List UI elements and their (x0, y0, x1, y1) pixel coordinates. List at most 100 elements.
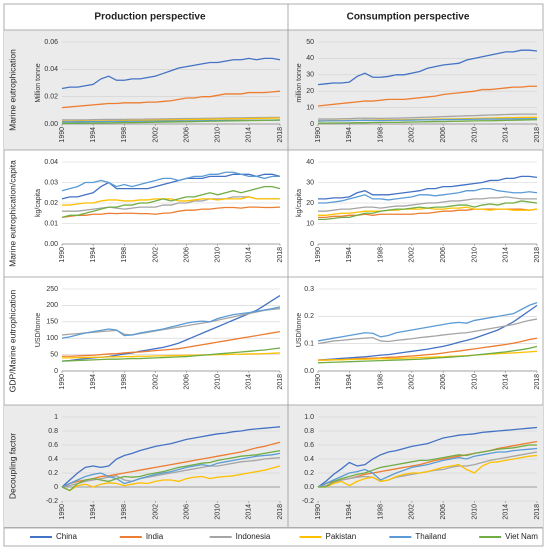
y-axis-label: USD/tonne (296, 313, 303, 347)
series-line (62, 352, 281, 359)
y-tick-label: 0.03 (44, 179, 58, 186)
y-tick-label: 0 (310, 241, 314, 248)
series-line (62, 116, 280, 121)
y-tick-label: 0.02 (44, 94, 58, 101)
x-tick-label: 2006 (440, 374, 447, 390)
x-tick-label: 2002 (409, 374, 416, 390)
x-tick-label: 1998 (121, 247, 128, 263)
x-tick-label: 1998 (377, 127, 384, 143)
x-tick-label: 2018 (277, 374, 284, 390)
x-tick-label: 1994 (346, 374, 353, 390)
y-tick-label: 0.04 (44, 66, 58, 73)
x-tick-label: 2010 (471, 504, 478, 520)
column-title: Consumption perspective (347, 12, 470, 23)
series-line (61, 90, 281, 109)
y-tick-label: 0.6 (48, 442, 58, 449)
x-tick-label: 2002 (409, 127, 416, 143)
x-tick-label: 1990 (315, 127, 322, 143)
x-tick-label: 1998 (377, 247, 384, 263)
x-tick-label: 2014 (503, 374, 510, 390)
legend-label: Thailand (415, 532, 446, 541)
column-title: Production perspective (94, 12, 206, 23)
x-tick-label: 2006 (183, 504, 190, 520)
y-tick-label: 1 (54, 414, 58, 421)
series-line (317, 426, 538, 488)
y-tick-label: 0 (310, 121, 314, 128)
x-tick-label: 2018 (534, 247, 541, 263)
y-axis-label: kg/capita (35, 189, 42, 217)
x-tick-label: 1998 (121, 127, 128, 143)
series-line (61, 185, 281, 218)
y-tick-label: 0.01 (44, 220, 58, 227)
x-tick-label: 2006 (440, 504, 447, 520)
y-tick-label: 0 (54, 484, 58, 491)
series-line (61, 206, 281, 218)
x-tick-label: 2014 (503, 247, 510, 263)
x-tick-label: 1998 (121, 504, 128, 520)
x-tick-label: 1994 (346, 504, 353, 520)
y-tick-label: 30 (306, 72, 314, 79)
y-tick-label: 0.4 (304, 456, 314, 463)
series-line (318, 454, 538, 488)
y-axis-label: million tonne (296, 63, 303, 102)
y-tick-label: 0.1 (304, 341, 314, 348)
y-tick-label: -0.2 (46, 498, 58, 505)
row-title: Marine eutrophication/capita (7, 160, 17, 267)
x-tick-label: 1994 (346, 247, 353, 263)
series-line (317, 85, 537, 107)
x-tick-label: 2010 (471, 374, 478, 390)
y-tick-label: 200 (46, 302, 58, 309)
x-tick-label: 2002 (409, 247, 416, 263)
x-tick-label: 1994 (346, 127, 353, 143)
y-tick-label: 0 (54, 368, 58, 375)
series-line (61, 308, 281, 336)
y-tick-label: 50 (306, 39, 314, 46)
y-tick-label: 150 (46, 319, 58, 326)
series-line (61, 465, 281, 492)
series-line (61, 449, 281, 492)
y-tick-label: 0.0 (304, 484, 314, 491)
y-tick-label: 0.3 (304, 286, 314, 293)
x-tick-label: 2014 (246, 504, 253, 520)
legend-label: India (146, 532, 164, 541)
row-title: Decoupling factor (7, 433, 17, 499)
y-tick-label: 40 (306, 159, 314, 166)
series-line (61, 57, 281, 90)
x-tick-label: 2010 (471, 247, 478, 263)
series-line (318, 350, 538, 361)
y-axis-label: kg/capita (296, 189, 303, 217)
series-line (61, 426, 281, 488)
x-tick-label: 2018 (277, 504, 284, 520)
x-tick-label: 2018 (534, 127, 541, 143)
y-axis-label: USD/tonne (35, 313, 42, 347)
y-tick-label: 0.8 (304, 428, 314, 435)
series-line (62, 196, 280, 206)
row-title: Marine eutrophication (7, 49, 17, 131)
series-line (318, 200, 538, 221)
x-tick-label: 1990 (315, 504, 322, 520)
series-line (317, 304, 538, 361)
x-tick-label: 2010 (215, 127, 222, 143)
series-line (317, 318, 538, 345)
y-tick-label: 0.04 (44, 159, 58, 166)
x-tick-label: 2010 (215, 504, 222, 520)
series-line (318, 113, 537, 120)
y-tick-label: 0.00 (44, 241, 58, 248)
y-tick-label: 10 (306, 104, 314, 111)
x-tick-label: 2010 (215, 374, 222, 390)
y-tick-label: 20 (306, 200, 314, 207)
x-tick-label: 2002 (152, 127, 159, 143)
y-tick-label: 1.0 (304, 414, 314, 421)
row-title: GDP/Marine eutrophication (7, 289, 17, 392)
series-line (318, 196, 537, 212)
y-tick-label: 0.02 (44, 200, 58, 207)
x-tick-label: 2006 (440, 247, 447, 263)
x-tick-label: 2014 (246, 247, 253, 263)
series-line (318, 119, 538, 124)
legend-box (3, 527, 544, 547)
y-tick-label: 0.6 (304, 442, 314, 449)
x-tick-label: 2002 (152, 247, 159, 263)
legend-label: Viet Nam (505, 532, 538, 541)
x-tick-label: 2010 (215, 247, 222, 263)
